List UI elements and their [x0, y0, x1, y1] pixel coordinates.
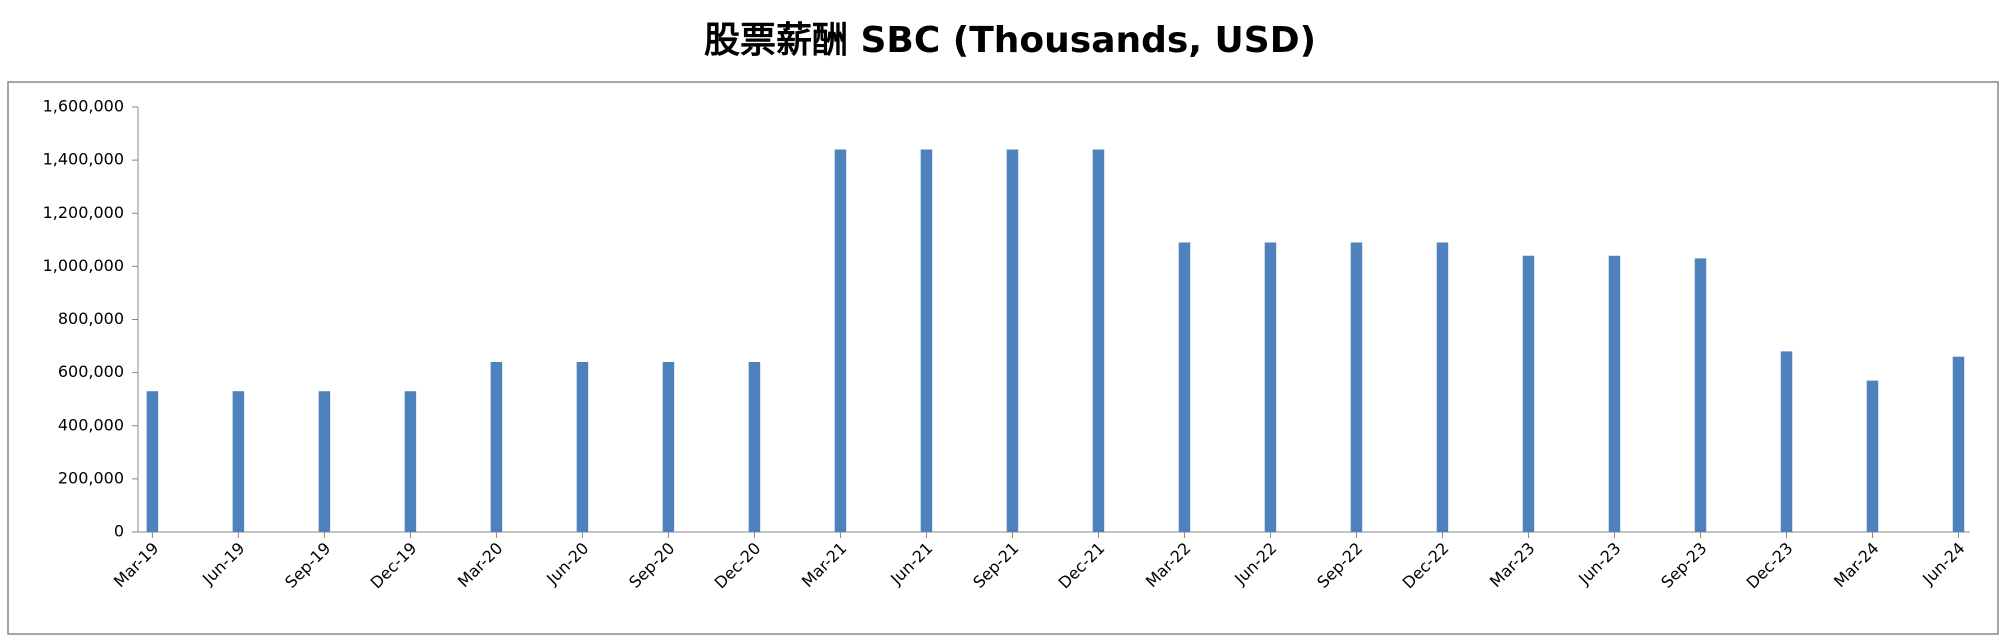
x-tick-label: Jun-20: [542, 539, 592, 589]
bar: [146, 391, 159, 532]
bar: [1178, 242, 1191, 532]
x-tick-label: Sep-21: [969, 539, 1022, 592]
x-tick-label: Mar-21: [798, 539, 851, 592]
bar: [1092, 149, 1105, 532]
x-tick-label: Jun-22: [1230, 539, 1280, 589]
x-tick-label: Mar-19: [110, 539, 163, 592]
x-tick-label: Jun-24: [1918, 539, 1968, 589]
x-tick-label: Mar-20: [454, 539, 507, 592]
x-tick-label: Mar-23: [1486, 539, 1539, 592]
x-tick-label: Dec-20: [711, 539, 765, 593]
bar: [404, 391, 417, 532]
bar: [232, 391, 245, 532]
x-tick-label: Mar-22: [1142, 539, 1195, 592]
bar: [662, 362, 675, 532]
y-tick-label: 0: [114, 522, 124, 541]
bar: [1264, 242, 1277, 532]
bar: [920, 149, 933, 532]
bar: [748, 362, 761, 532]
y-tick-label: 200,000: [58, 468, 124, 487]
y-tick-label: 400,000: [58, 415, 124, 434]
x-tick-label: Dec-21: [1055, 539, 1109, 593]
y-tick-label: 1,000,000: [43, 256, 124, 275]
x-tick-label: Dec-22: [1399, 539, 1453, 593]
bar: [1694, 258, 1707, 532]
bar: [1608, 255, 1621, 532]
y-tick-label: 1,400,000: [43, 150, 124, 169]
bar: [1006, 149, 1019, 532]
x-tick-label: Dec-19: [367, 539, 421, 593]
chart-frame: [7, 81, 1999, 635]
y-tick-label: 1,200,000: [43, 203, 124, 222]
x-tick-label: Sep-23: [1657, 539, 1710, 592]
bar: [318, 391, 331, 532]
x-tick-label: Jun-21: [886, 539, 936, 589]
x-tick-label: Sep-22: [1313, 539, 1366, 592]
bar: [1350, 242, 1363, 532]
bar: [1436, 242, 1449, 532]
chart-title: 股票薪酬 SBC (Thousands, USD): [704, 20, 1316, 61]
y-tick-label: 600,000: [58, 362, 124, 381]
x-tick-label: Mar-24: [1830, 539, 1883, 592]
x-tick-label: Jun-23: [1574, 539, 1624, 589]
y-tick-label: 1,600,000: [43, 97, 124, 116]
x-tick-label: Sep-20: [625, 539, 678, 592]
bar: [1866, 380, 1879, 532]
x-tick-label: Sep-19: [281, 539, 334, 592]
bar: [1952, 356, 1965, 532]
x-tick-label: Jun-19: [198, 539, 248, 589]
bar: [490, 362, 503, 532]
bar: [1780, 351, 1793, 532]
bar: [576, 362, 589, 532]
y-tick-label: 800,000: [58, 309, 124, 328]
x-tick-label: Dec-23: [1743, 539, 1797, 593]
bar: [1522, 255, 1535, 532]
bar: [834, 149, 847, 532]
